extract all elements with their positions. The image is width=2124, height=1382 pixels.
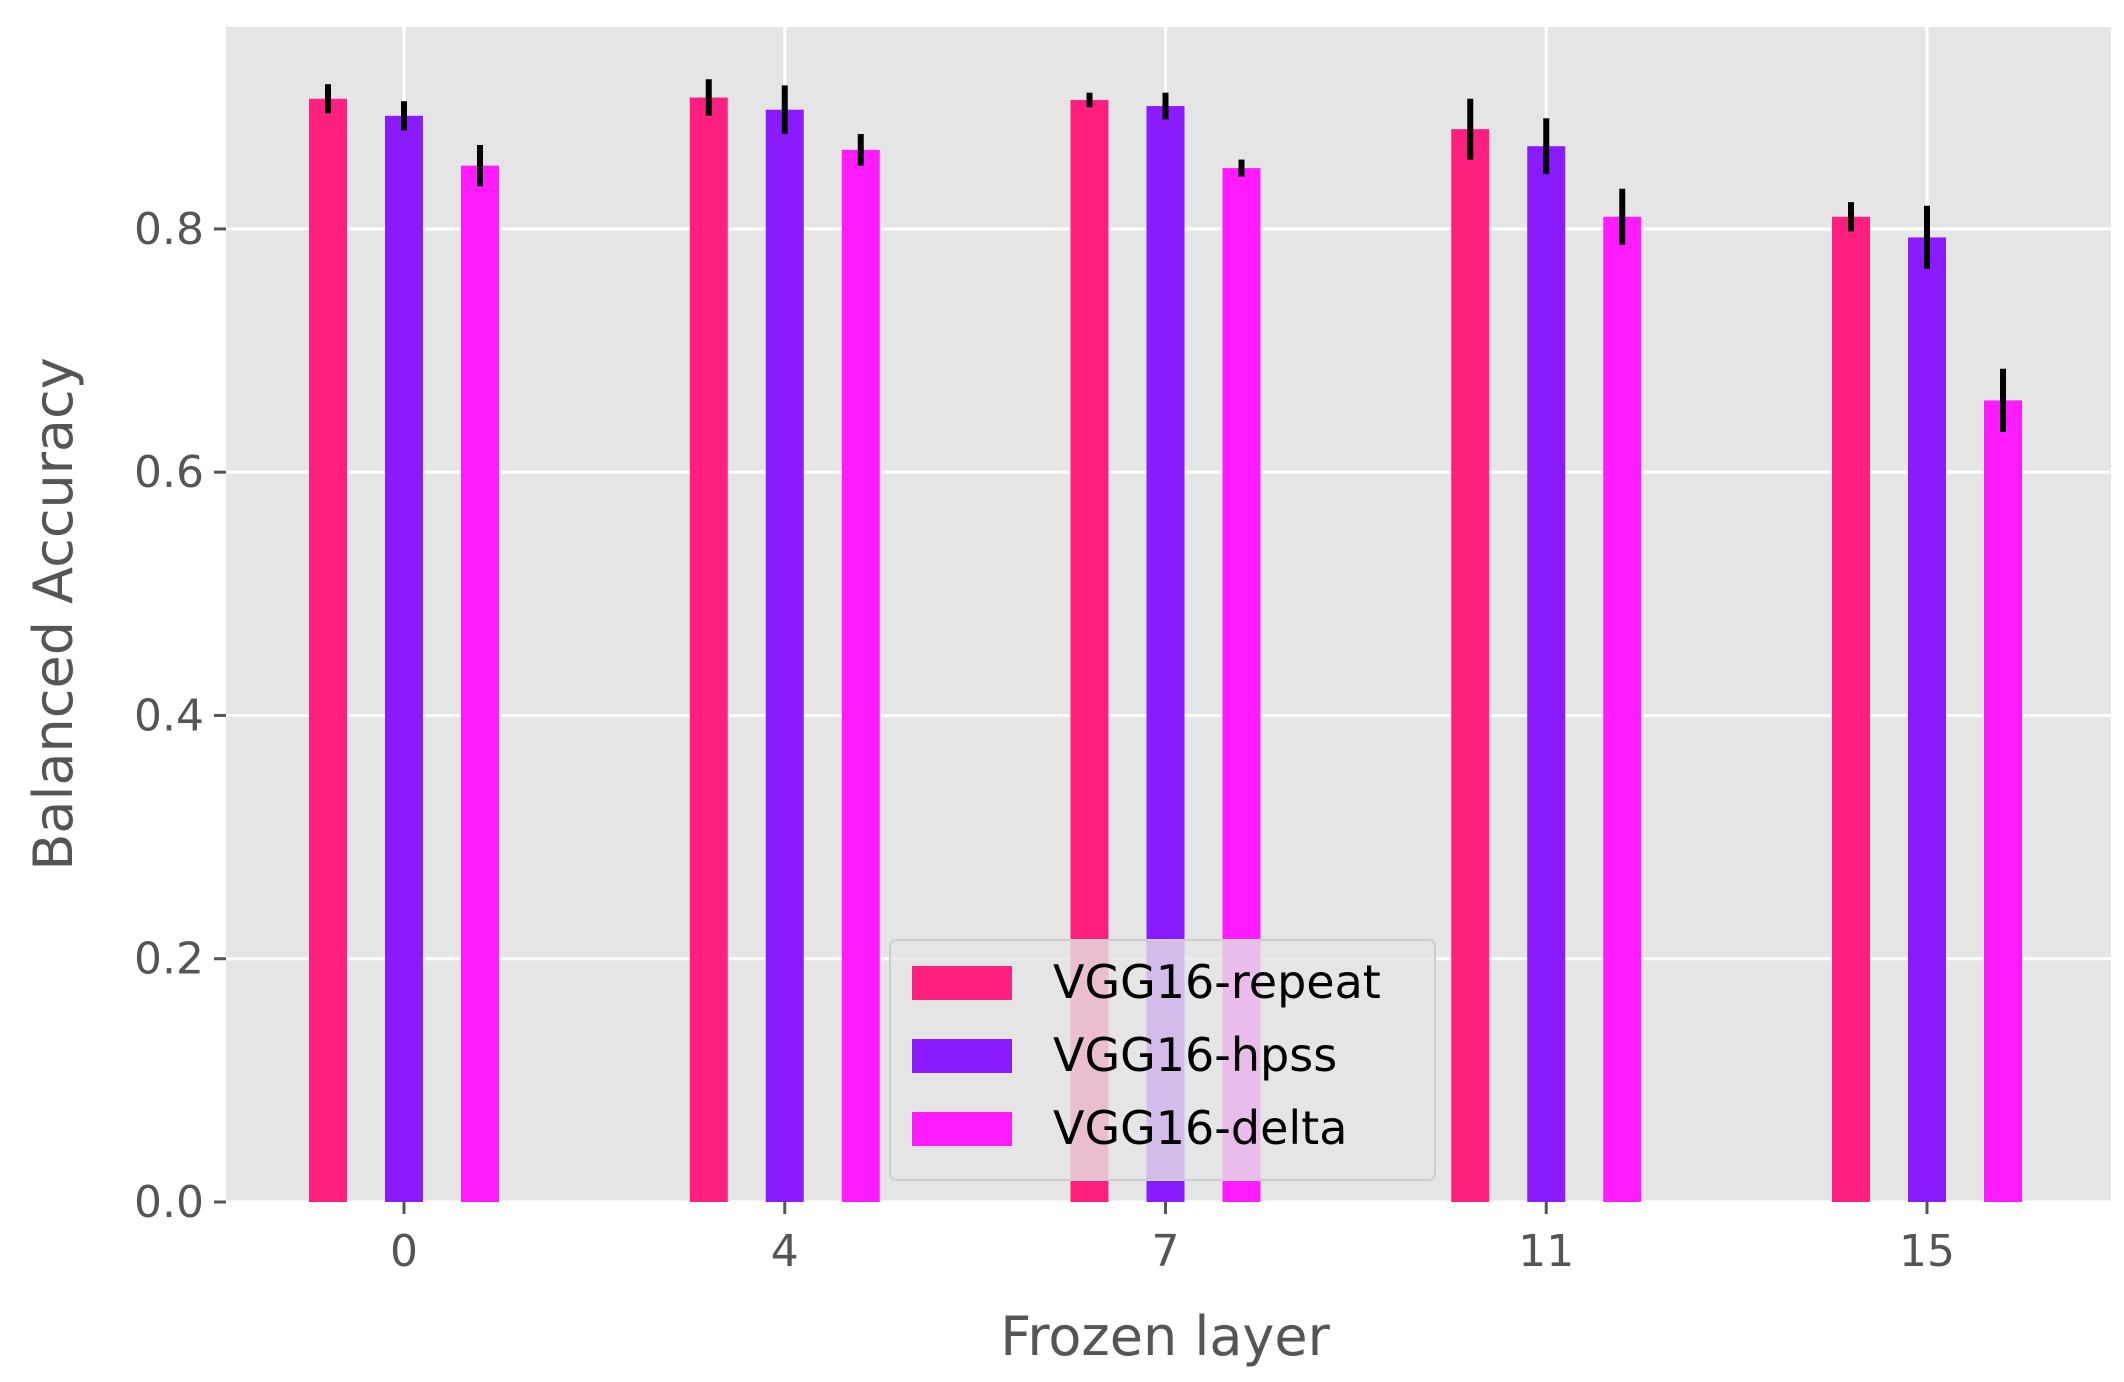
y-axis-title: Balanced Accuracy [22, 357, 85, 870]
y-tick-label: 0.2 [134, 934, 204, 985]
bar [841, 149, 880, 1203]
bar [1451, 129, 1490, 1202]
bar [1908, 237, 1946, 1202]
legend-swatch [912, 966, 1012, 1000]
y-tick-label: 0.6 [134, 447, 204, 498]
legend-swatch [912, 1112, 1012, 1146]
x-axis: 0 4 7 11 15 [390, 1202, 1955, 1277]
x-tick-label: 11 [1518, 1226, 1574, 1277]
bar [1527, 146, 1566, 1203]
bar [1603, 216, 1642, 1202]
y-tick-label: 0.0 [134, 1177, 204, 1228]
x-axis-title: Frozen layer [1000, 1305, 1330, 1368]
bar [461, 165, 499, 1203]
x-tick-label: 0 [390, 1226, 418, 1277]
bar [1984, 400, 2022, 1202]
x-tick-label: 4 [771, 1226, 799, 1277]
legend-label: VGG16-delta [1053, 1101, 1347, 1155]
bar [689, 97, 728, 1202]
y-tick-label: 0.8 [134, 204, 204, 255]
bar [1832, 216, 1870, 1202]
bars [309, 97, 2022, 1203]
bar [765, 109, 804, 1203]
bar [309, 98, 347, 1202]
y-tick-label: 0.4 [134, 690, 204, 741]
legend: VGG16-repeat VGG16-hpss VGG16-delta [889, 939, 1436, 1181]
x-tick-label: 15 [1899, 1226, 1955, 1277]
error-bars [325, 79, 2006, 433]
y-axis: 0.0 0.2 0.4 0.6 0.8 [134, 204, 226, 1228]
legend-label: VGG16-repeat [1053, 955, 1381, 1009]
x-tick-label: 7 [1152, 1226, 1180, 1277]
bar [385, 115, 423, 1203]
legend-label: VGG16-hpss [1053, 1028, 1337, 1082]
legend-box [889, 939, 1436, 1181]
legend-swatch [912, 1039, 1012, 1073]
